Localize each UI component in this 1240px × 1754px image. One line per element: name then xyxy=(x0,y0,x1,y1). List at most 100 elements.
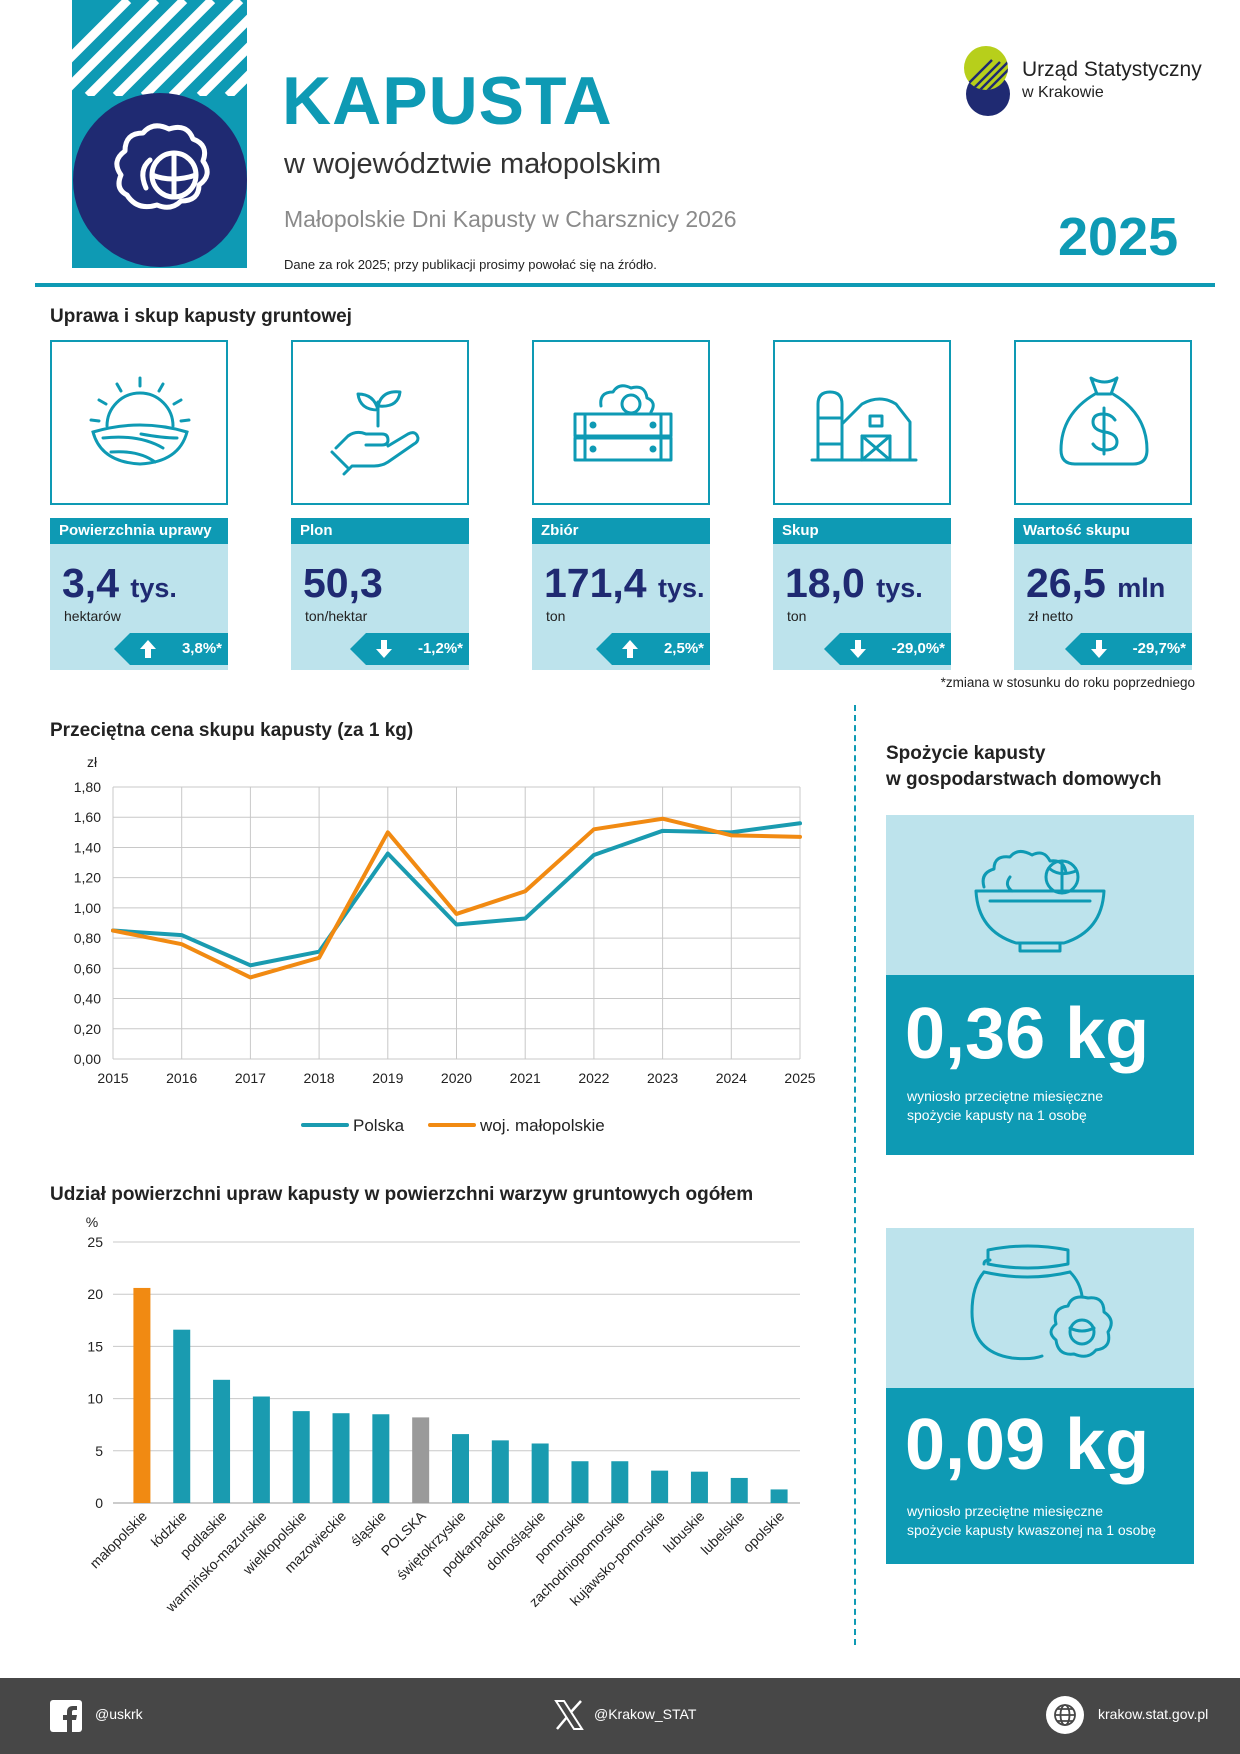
kpi-card-yield: Plon 50,3 ton/hektar -1,2%* xyxy=(291,340,469,670)
bar xyxy=(491,1440,509,1503)
bar xyxy=(651,1470,669,1503)
kpi-icon-box xyxy=(50,340,228,505)
x-tick-label: lubelskie xyxy=(698,1508,748,1558)
x-tick-label: 2025 xyxy=(784,1070,815,1086)
y-tick-label: 10 xyxy=(87,1391,103,1407)
kpi-label: Plon xyxy=(291,518,469,544)
x-tick-label: 2024 xyxy=(716,1070,747,1086)
x-tick-label: 2018 xyxy=(304,1070,335,1086)
consumption-icon-box xyxy=(886,815,1194,975)
x-tick-label: świętokrzyskie xyxy=(393,1508,468,1583)
series-line-malopolskie xyxy=(111,816,802,980)
consumption-icon-box xyxy=(886,1228,1194,1388)
kpi-value: 18,0 tys. xyxy=(785,560,923,606)
x-handle[interactable]: @Krakow_STAT xyxy=(594,1706,697,1722)
line-chart-title: Przeciętna cena skupu kapusty (za 1 kg) xyxy=(50,720,414,741)
kpi-unit: ton xyxy=(787,608,807,624)
bar xyxy=(690,1471,708,1503)
x-icon[interactable] xyxy=(554,1699,584,1731)
consumption-value: 0,36 kg xyxy=(905,994,1150,1074)
page-title: KAPUSTA xyxy=(282,63,613,139)
x-tick-label: 2021 xyxy=(510,1070,541,1086)
bar xyxy=(213,1379,231,1503)
kpi-card-area: Powierzchnia uprawy 3,4 tys. hektarów 3,… xyxy=(50,340,228,670)
kpi-value: 26,5 mln xyxy=(1026,560,1166,606)
column-separator xyxy=(854,705,856,1645)
kpi-change-badge: 2,5%* xyxy=(595,633,710,665)
change-footnote: *zmiana w stosunku do roku poprzedniego xyxy=(940,675,1195,690)
kpi-unit: ton/hektar xyxy=(305,608,368,624)
cabbage-crate-icon xyxy=(573,384,673,462)
y-tick-label: 20 xyxy=(87,1286,103,1302)
header-divider xyxy=(35,283,1215,287)
y-tick-label: 0,20 xyxy=(74,1021,101,1037)
x-tick-label: 2017 xyxy=(235,1070,266,1086)
x-tick-label: 2022 xyxy=(578,1070,609,1086)
website-link[interactable]: krakow.stat.gov.pl xyxy=(1098,1706,1209,1722)
y-axis-unit: % xyxy=(86,1214,98,1230)
kpi-value: 3,4 tys. xyxy=(62,560,177,606)
y-tick-label: 25 xyxy=(87,1234,103,1250)
consumption-title: Spożycie kapusty w gospodarstwach domowy… xyxy=(886,743,1162,790)
y-axis-unit: zł xyxy=(87,754,98,770)
legend-label: woj. małopolskie xyxy=(479,1116,605,1135)
kpi-value: 50,3 xyxy=(303,560,383,606)
kpi-value-box: 3,4 tys. hektarów 3,8%* xyxy=(50,544,228,670)
y-tick-label: 5 xyxy=(95,1443,103,1459)
cabbage-bowl-icon xyxy=(974,850,1106,953)
arrow-down-icon xyxy=(1090,640,1107,658)
x-tick-label: opolskie xyxy=(740,1508,788,1556)
logo-name-line2: w Krakowie xyxy=(1022,84,1104,101)
y-tick-label: 1,00 xyxy=(74,900,101,916)
bar-chart-title: Udział powierzchni upraw kapusty w powie… xyxy=(50,1184,754,1205)
y-tick-label: 1,60 xyxy=(74,809,101,825)
y-tick-label: 15 xyxy=(87,1338,103,1354)
y-tick-label: 1,40 xyxy=(74,839,101,855)
globe-icon[interactable] xyxy=(1045,1695,1085,1735)
kpi-icon-box xyxy=(1014,340,1192,505)
kpi-card-purchase: Skup 18,0 tys. ton -29,0%* xyxy=(773,340,951,670)
arrow-down-icon xyxy=(849,640,866,658)
legend-label: Polska xyxy=(353,1116,405,1135)
x-tick-label: 2015 xyxy=(97,1070,128,1086)
arrow-down-icon xyxy=(375,640,392,658)
bar xyxy=(133,1287,151,1503)
kpi-value-box: 50,3 ton/hektar -1,2%* xyxy=(291,544,469,670)
kpi-unit: zł netto xyxy=(1028,608,1074,624)
event-name: Małopolskie Dni Kapusty w Charsznicy 202… xyxy=(284,206,737,232)
consumption-desc: wyniosło przeciętne miesięczne spożycie … xyxy=(907,1503,1157,1538)
x-tick-label: 2019 xyxy=(372,1070,403,1086)
money-bag-icon xyxy=(1059,376,1149,466)
kpi-unit: hektarów xyxy=(64,608,121,624)
page-subtitle: w województwie małopolskim xyxy=(284,148,662,180)
sauerkraut-jar-icon xyxy=(970,1244,1113,1361)
facebook-icon[interactable] xyxy=(50,1700,82,1732)
consumption-desc: wyniosło przeciętne miesięczne spożycie … xyxy=(907,1088,1104,1123)
x-tick-label: 2023 xyxy=(647,1070,678,1086)
us-logo-icon xyxy=(964,46,1010,116)
kpi-icon-box xyxy=(773,340,951,505)
consumption-card-sauerkraut: 0,09 kg wyniosło przeciętne miesięczne s… xyxy=(886,1388,1194,1564)
kpi-value-box: 18,0 tys. ton -29,0%* xyxy=(773,544,951,670)
cabbage-icon xyxy=(114,123,210,210)
kpi-value-box: 26,5 mln zł netto -29,7%* xyxy=(1014,544,1192,670)
facebook-handle[interactable]: @uskrk xyxy=(95,1706,143,1722)
consumption-card-cabbage: 0,36 kg wyniosło przeciętne miesięczne s… xyxy=(886,975,1194,1155)
bar xyxy=(531,1443,549,1503)
x-tick-label: małopolskie xyxy=(86,1508,150,1572)
bar xyxy=(332,1413,350,1503)
kpi-value: 171,4 tys. xyxy=(544,560,705,606)
arrow-up-icon xyxy=(621,640,638,658)
hand-sprout-icon xyxy=(330,390,420,476)
y-tick-label: 1,20 xyxy=(74,870,101,886)
y-tick-label: 0,40 xyxy=(74,991,101,1007)
logo-name-line1: Urząd Statystyczny xyxy=(1022,58,1202,81)
x-tick-label: 2016 xyxy=(166,1070,197,1086)
source-note: Dane za rok 2025; przy publikacji prosim… xyxy=(284,257,657,272)
bar xyxy=(571,1461,589,1503)
kpi-label: Wartość skupu xyxy=(1014,518,1192,544)
footer-bar xyxy=(0,1678,1240,1754)
kpi-change-badge: -29,7%* xyxy=(1064,633,1192,665)
barn-silo-icon xyxy=(810,390,918,462)
y-tick-label: 0 xyxy=(95,1495,103,1511)
